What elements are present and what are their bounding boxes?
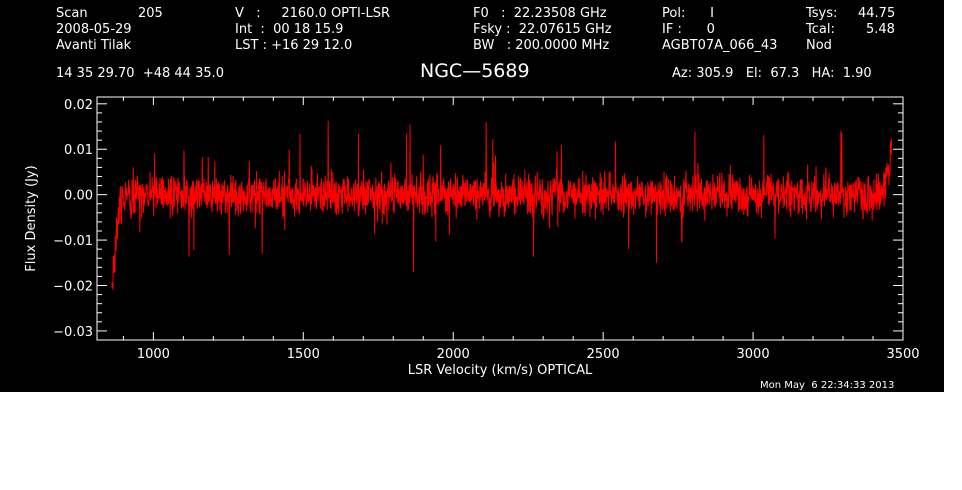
observer-name: Avanti Tilak	[56, 38, 132, 53]
integration-line: Int : 00 18 15.9	[235, 22, 344, 37]
observation-date: 2008-05-29	[56, 22, 132, 37]
x-tick-label: 2000	[437, 347, 470, 362]
spectrum-series-line	[111, 120, 893, 290]
y-tick-label: −0.03	[53, 325, 93, 340]
lst-line: LST : +16 29 12.0	[235, 38, 353, 53]
y-tick-label: 0.01	[64, 143, 93, 158]
tcal-label: Tcal:	[806, 22, 835, 37]
tcal-value: 5.48	[866, 22, 895, 37]
series-layer	[111, 120, 893, 290]
x-tick-label: 1500	[287, 347, 320, 362]
x-axis-label: LSR Velocity (km/s) OPTICAL	[408, 363, 593, 378]
y-tick-label: −0.02	[53, 279, 93, 294]
if-line: IF : 0	[662, 22, 715, 37]
velocity-line: V : 2160.0 OPTI-LSR	[235, 6, 391, 21]
y-axis-label: Flux Density (Jy)	[24, 165, 39, 271]
spectrum-panel: Scan 205 2008-05-29 Avanti Tilak V : 216…	[0, 0, 944, 392]
sky-frequency-line: Fsky : 22.07615 GHz	[473, 22, 612, 37]
project-id: AGBT07A_066_43	[662, 38, 778, 53]
x-tick-label: 2500	[587, 347, 620, 362]
observing-mode: Nod	[806, 38, 832, 53]
axis-layer: 1000 1500 2000 2500 3000 3500 0.02 0.01 0.00 −0.0…	[53, 97, 920, 362]
x-tick-label: 3000	[737, 347, 770, 362]
scan-label: Scan	[56, 6, 88, 21]
source-coordinates: 14 35 29.70 +48 44 35.0	[56, 66, 225, 81]
spectrum-plot: 1000 1500 2000 2500 3000 3500 0.02 0.01 0.00 −0.0…	[24, 96, 920, 378]
x-tick-label: 1000	[137, 347, 170, 362]
y-tick-label: 0.02	[64, 98, 93, 113]
scan-number: 205	[138, 6, 163, 21]
az-el-ha: Az: 305.9 El: 67.3 HA: 1.90	[672, 66, 872, 81]
rest-frequency-line: F0 : 22.23508 GHz	[473, 6, 607, 21]
y-tick-label: −0.01	[53, 234, 93, 249]
source-name: NGC—5689	[420, 60, 530, 82]
polarization-line: Pol: I	[662, 6, 714, 21]
y-tick-label: 0.00	[64, 189, 93, 204]
x-tick-label: 3500	[886, 347, 919, 362]
bandwidth-line: BW : 200.0000 MHz	[473, 38, 610, 53]
timestamp: Mon May 6 22:34:33 2013	[760, 380, 895, 391]
tsys-label: Tsys:	[806, 6, 838, 21]
plot-frame	[96, 96, 904, 341]
tsys-value: 44.75	[858, 6, 896, 21]
